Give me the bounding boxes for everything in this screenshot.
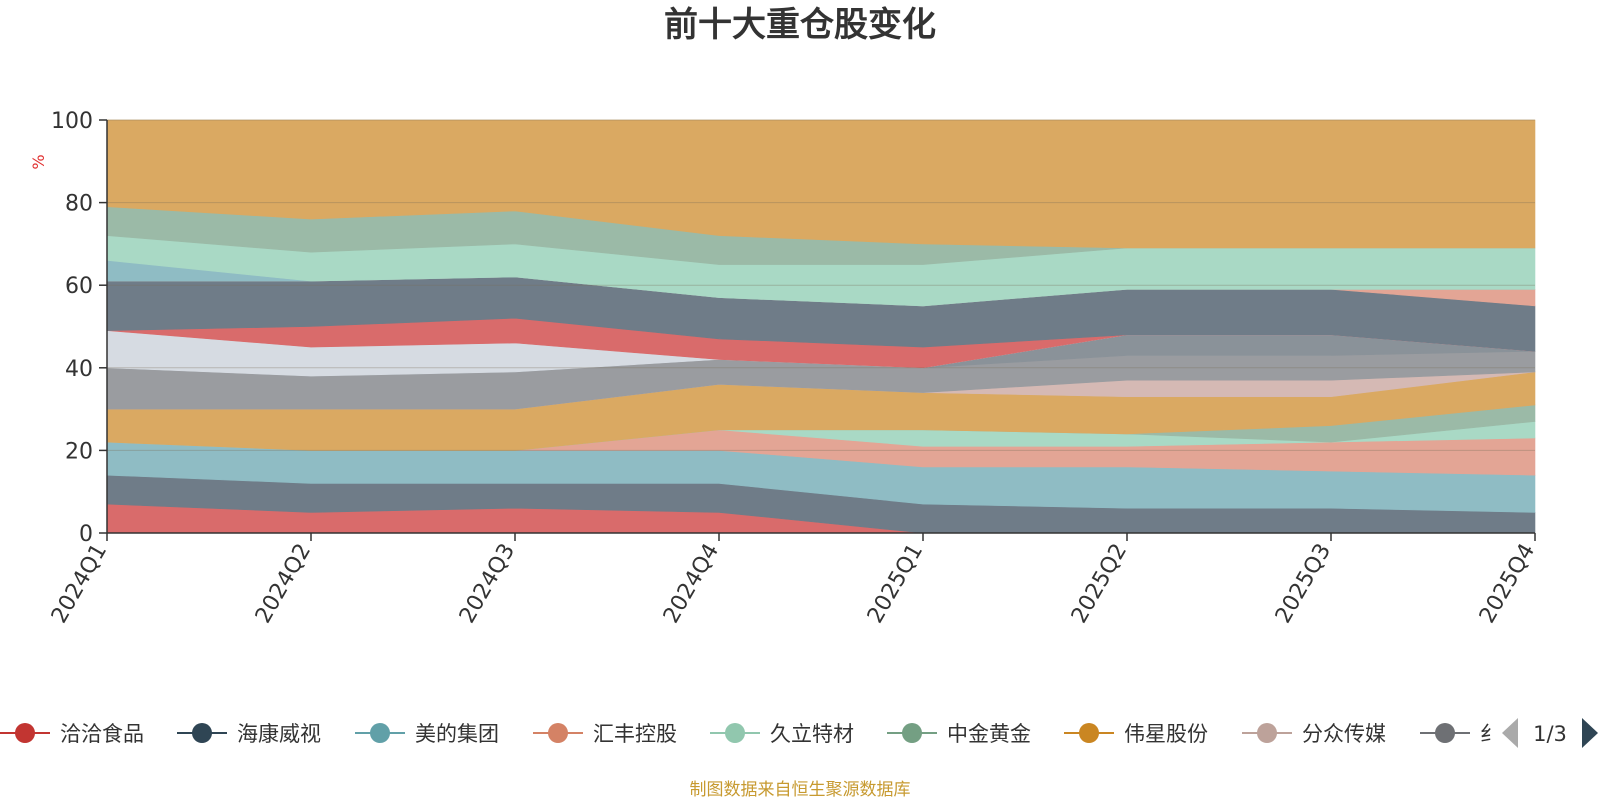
- legend-item[interactable]: 汇丰控股: [533, 722, 677, 746]
- legend-pager: 1/3: [1502, 718, 1598, 748]
- legend-prev-arrow-icon[interactable]: [1502, 718, 1518, 748]
- legend-page-indicator: 1/3: [1533, 722, 1567, 746]
- x-tick-label: 2025Q4: [1475, 540, 1540, 628]
- legend-circle-icon: [902, 723, 922, 743]
- area-series-18: [106, 119, 1536, 249]
- chart-title: 前十大重仓股变化: [664, 5, 936, 45]
- legend-circle-icon: [725, 723, 745, 743]
- legend-label: 海康威视: [237, 722, 321, 746]
- legend-circle-icon: [1079, 723, 1099, 743]
- legend-label: 中金黄金: [947, 722, 1031, 746]
- legend-circle-icon: [15, 723, 35, 743]
- legend-label: 伟星股份: [1124, 722, 1208, 746]
- x-tick-label: 2025Q1: [863, 540, 928, 628]
- x-tick-label: 2024Q3: [455, 540, 520, 628]
- legend-label: 美的集团: [415, 722, 499, 746]
- y-tick-label: 0: [79, 522, 93, 547]
- y-tick-label: 20: [65, 439, 93, 464]
- legend-item[interactable]: 美的集团: [355, 722, 499, 746]
- x-tick-label: 2025Q3: [1271, 540, 1336, 628]
- y-axis-unit-label: %: [29, 154, 48, 169]
- x-tick-label: 2025Q2: [1067, 540, 1132, 628]
- y-tick-label: 80: [65, 192, 93, 217]
- legend-item[interactable]: 海康威视: [177, 722, 321, 746]
- x-tick-label: 2024Q2: [251, 540, 316, 628]
- legend-circle-icon: [1435, 723, 1455, 743]
- legend-item[interactable]: 纟: [1420, 722, 1501, 746]
- legend-item[interactable]: 伟星股份: [1064, 722, 1208, 746]
- legend-label: 纟: [1480, 722, 1501, 746]
- x-tick-label: 2024Q1: [47, 540, 112, 628]
- legend-item[interactable]: 中金黄金: [887, 722, 1031, 746]
- legend-next-arrow-icon[interactable]: [1582, 718, 1598, 748]
- data-source-note: 制图数据来自恒生聚源数据库: [690, 780, 911, 800]
- x-tick-label: 2024Q4: [659, 540, 724, 628]
- legend-circle-icon: [1257, 723, 1277, 743]
- legend-item[interactable]: 久立特材: [710, 722, 854, 746]
- legend-circle-icon: [192, 723, 212, 743]
- y-tick-label: 60: [65, 274, 93, 299]
- areas-layer: [106, 119, 1536, 534]
- legend-circle-icon: [370, 723, 390, 743]
- legend-label: 分众传媒: [1302, 722, 1386, 746]
- y-tick-label: 100: [51, 109, 93, 134]
- legend-label: 久立特材: [770, 722, 854, 746]
- legend-circle-icon: [548, 723, 568, 743]
- legend-label: 汇丰控股: [593, 722, 677, 746]
- y-tick-label: 40: [65, 357, 93, 382]
- legend: 洽洽食品 海康威视 美的集团 汇丰控股 久立特材 中金黄金 伟星股份 分众传媒 纟: [0, 722, 1501, 746]
- legend-item[interactable]: 洽洽食品: [0, 722, 144, 746]
- legend-label: 洽洽食品: [60, 722, 144, 746]
- legend-item[interactable]: 分众传媒: [1242, 722, 1386, 746]
